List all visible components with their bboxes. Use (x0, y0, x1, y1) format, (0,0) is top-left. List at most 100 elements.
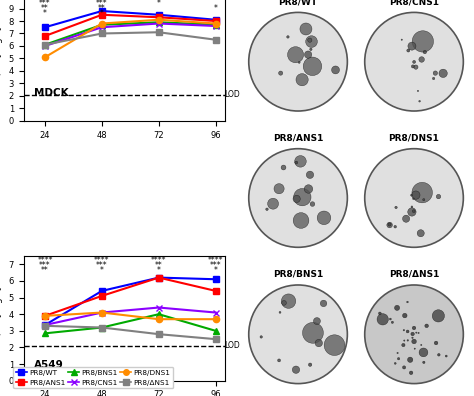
Circle shape (394, 305, 400, 310)
Text: ****: **** (151, 255, 166, 265)
Circle shape (401, 39, 402, 40)
Legend: PR8/WT, PR8/ANS1, PR8/BNS1, PR8/CNS1, PR8/DNS1, PR8/ΔNS1: PR8/WT, PR8/ANS1, PR8/BNS1, PR8/CNS1, PR… (13, 367, 173, 388)
Circle shape (397, 352, 398, 354)
Circle shape (309, 363, 312, 366)
Text: ****: **** (94, 0, 109, 2)
Circle shape (395, 206, 397, 209)
Circle shape (412, 198, 414, 200)
Circle shape (402, 313, 407, 318)
Circle shape (423, 361, 425, 364)
Circle shape (439, 69, 447, 78)
Circle shape (423, 198, 425, 201)
Circle shape (411, 332, 414, 336)
Y-axis label: FFU/ml [Log₁₀]: FFU/ml [Log₁₀] (0, 26, 3, 91)
Circle shape (414, 348, 415, 349)
Circle shape (378, 312, 381, 315)
Circle shape (308, 38, 312, 42)
Circle shape (293, 195, 301, 202)
Circle shape (394, 225, 397, 228)
Text: *: * (214, 4, 218, 13)
Circle shape (268, 198, 279, 209)
Text: C: C (238, 0, 248, 2)
Circle shape (404, 340, 405, 341)
Text: ***: *** (39, 261, 51, 270)
Title: PR8/ANS1: PR8/ANS1 (273, 134, 323, 143)
Text: **: ** (41, 267, 49, 276)
Text: *: * (214, 267, 218, 276)
Circle shape (434, 341, 438, 345)
Circle shape (320, 300, 327, 307)
Circle shape (388, 223, 391, 226)
Text: ***: *** (96, 261, 108, 270)
Circle shape (249, 12, 347, 111)
Circle shape (296, 74, 308, 86)
Circle shape (406, 330, 409, 333)
Text: A549: A549 (34, 360, 64, 370)
Circle shape (411, 191, 420, 199)
Circle shape (282, 294, 296, 308)
Title: PR8/BNS1: PR8/BNS1 (273, 270, 323, 279)
Circle shape (306, 171, 314, 179)
Text: *: * (157, 0, 161, 8)
Circle shape (324, 335, 345, 356)
Circle shape (282, 301, 286, 305)
Circle shape (414, 65, 418, 69)
Circle shape (445, 355, 447, 357)
Text: **: ** (98, 4, 106, 13)
Circle shape (249, 148, 347, 248)
Circle shape (417, 230, 424, 237)
Circle shape (403, 329, 405, 331)
Circle shape (279, 311, 281, 313)
Circle shape (260, 336, 263, 338)
Circle shape (306, 36, 318, 48)
Circle shape (402, 215, 410, 222)
Circle shape (365, 148, 464, 248)
Circle shape (304, 185, 313, 193)
Circle shape (279, 71, 283, 75)
Circle shape (315, 339, 322, 347)
Title: PR8/CNS1: PR8/CNS1 (389, 0, 439, 6)
Circle shape (402, 366, 406, 369)
Circle shape (278, 359, 281, 362)
Circle shape (274, 184, 284, 194)
Circle shape (423, 50, 427, 54)
Circle shape (303, 57, 322, 76)
Text: *: * (100, 9, 104, 18)
Circle shape (365, 12, 464, 111)
Circle shape (292, 366, 300, 373)
Circle shape (310, 48, 312, 51)
Circle shape (411, 65, 414, 68)
Circle shape (390, 318, 392, 320)
Text: ***: *** (96, 0, 108, 8)
Circle shape (408, 208, 416, 216)
Circle shape (266, 208, 268, 211)
Title: PR8/WT: PR8/WT (279, 0, 318, 6)
Circle shape (391, 321, 393, 324)
Circle shape (407, 340, 409, 341)
Circle shape (295, 161, 298, 164)
Text: MDCK: MDCK (34, 88, 68, 98)
Circle shape (412, 326, 416, 330)
Y-axis label: FFU/ml [Log₁₀]: FFU/ml [Log₁₀] (0, 286, 3, 350)
Circle shape (416, 332, 417, 333)
Circle shape (317, 211, 331, 225)
Circle shape (394, 362, 396, 364)
Circle shape (419, 100, 420, 102)
Circle shape (288, 47, 304, 63)
Circle shape (432, 310, 445, 322)
Circle shape (313, 318, 320, 325)
Circle shape (412, 31, 434, 52)
Text: LOD: LOD (224, 341, 240, 350)
Text: ****: **** (37, 0, 53, 2)
Circle shape (419, 348, 428, 357)
Text: *: * (43, 9, 47, 18)
Circle shape (295, 156, 306, 167)
Circle shape (293, 213, 309, 228)
Text: ****: **** (37, 255, 53, 265)
Circle shape (433, 71, 438, 75)
Circle shape (387, 222, 392, 228)
Text: **: ** (41, 4, 49, 13)
Text: LOD: LOD (224, 90, 240, 99)
Circle shape (377, 314, 388, 325)
Circle shape (408, 42, 416, 50)
